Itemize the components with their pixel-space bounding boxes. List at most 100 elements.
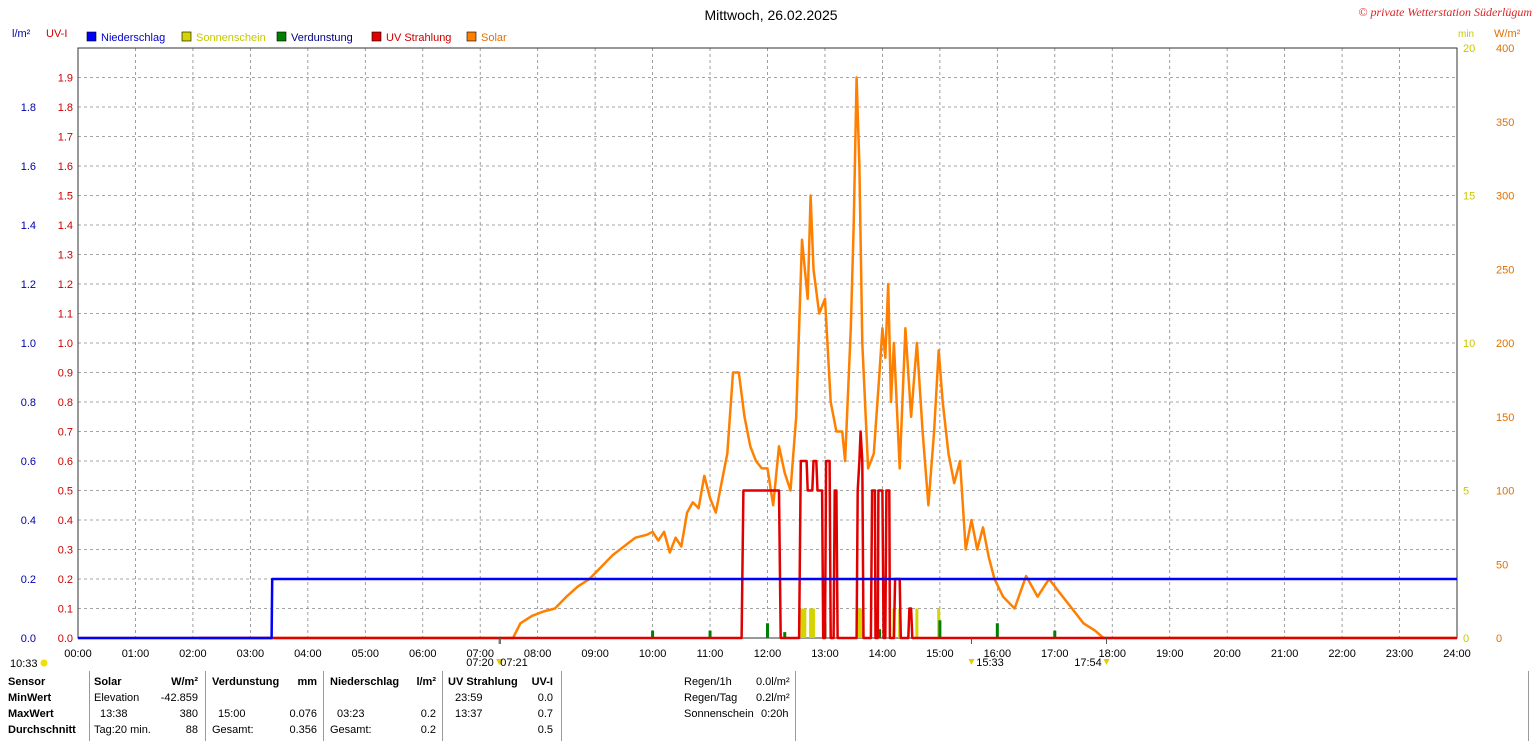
row-label-sensor: Sensor bbox=[8, 676, 46, 688]
bar-sonnenschein-3 bbox=[811, 608, 815, 638]
legend-swatch-0 bbox=[86, 31, 97, 42]
uv-tick-label: 0.7 bbox=[58, 427, 73, 439]
bar-verdunstung-3 bbox=[783, 632, 787, 638]
series-line-solar bbox=[78, 76, 1457, 640]
divider bbox=[323, 671, 324, 741]
x-tick-label: 22:00 bbox=[1328, 648, 1356, 660]
bar-verdunstung-5 bbox=[878, 629, 882, 638]
chart-title: Mittwoch, 26.02.2025 bbox=[704, 7, 837, 23]
uv-tick-label: 0.0 bbox=[58, 633, 73, 645]
solar-tick-label: 200 bbox=[1496, 338, 1514, 350]
solar-tick-label: 150 bbox=[1496, 412, 1514, 424]
uv-tick-label: 1.0 bbox=[58, 338, 73, 350]
total-label-rain-hour: Regen/1h bbox=[684, 676, 732, 688]
precip-tick-label: 0.0 bbox=[21, 633, 36, 645]
solar-unit: W/m² bbox=[171, 676, 198, 688]
summary-table: Sensor MinWert MaxWert Durchschnitt Sola… bbox=[0, 671, 1536, 741]
row-label-avg: Durchschnitt bbox=[8, 724, 76, 736]
solar-tick-label: 50 bbox=[1496, 559, 1508, 571]
evap-max-value: 0.076 bbox=[289, 708, 317, 720]
precip-total-label: Gesamt: bbox=[330, 724, 372, 736]
uv-tick-label: 1.6 bbox=[58, 161, 73, 173]
x-tick-label: 18:00 bbox=[1098, 648, 1126, 660]
precip-tick-label: 1.2 bbox=[21, 279, 36, 291]
bar-verdunstung-2 bbox=[766, 623, 769, 638]
x-tick-label: 14:00 bbox=[869, 648, 897, 660]
x-tick-label: 05:00 bbox=[352, 648, 380, 660]
annotation-marker-1 bbox=[497, 659, 504, 665]
precip-unit-label: l/m² bbox=[12, 28, 31, 40]
bar-sonnenschein-0 bbox=[800, 608, 804, 638]
x-tick-label: 13:00 bbox=[811, 648, 839, 660]
divider bbox=[205, 671, 206, 741]
solar-avg-label: Tag:20 min. bbox=[94, 724, 151, 736]
solar-min-label: Elevation bbox=[94, 692, 140, 704]
legend-swatch-3 bbox=[371, 31, 382, 42]
uv-tick-label: 0.9 bbox=[58, 368, 73, 380]
divider bbox=[795, 671, 796, 741]
sun-unit-label: min bbox=[1458, 29, 1474, 40]
legend-label-0: Niederschlag bbox=[101, 32, 165, 44]
uv-tick-label: 1.1 bbox=[58, 309, 73, 321]
total-value-rain-hour: 0.0l/m² bbox=[756, 676, 790, 688]
x-tick-label: 08:00 bbox=[524, 648, 552, 660]
evap-header: Verdunstung bbox=[212, 676, 280, 688]
bar-verdunstung-0 bbox=[651, 630, 655, 638]
x-tick-label: 16:00 bbox=[984, 648, 1012, 660]
uv-min-time: 23:59 bbox=[455, 692, 483, 704]
legend-swatch-2 bbox=[276, 31, 287, 42]
uv-min-value: 0.0 bbox=[537, 692, 553, 704]
divider bbox=[89, 671, 90, 741]
uv-tick-label: 0.5 bbox=[58, 486, 73, 498]
bar-layer bbox=[651, 608, 1057, 638]
bar-verdunstung-7 bbox=[995, 623, 999, 638]
annotation-label-3: 17:54 bbox=[1074, 657, 1102, 669]
copyright-text: © private Wetterstation Süderlügum bbox=[1358, 5, 1532, 19]
x-tick-label: 02:00 bbox=[179, 648, 207, 660]
divider bbox=[1528, 671, 1529, 741]
uv-tick-label: 1.5 bbox=[58, 191, 73, 203]
bar-sonnenschein-2 bbox=[809, 608, 813, 638]
precip-header: Niederschlag bbox=[330, 676, 400, 688]
x-tick-label: 21:00 bbox=[1271, 648, 1299, 660]
weather-chart: Mittwoch, 26.02.2025 © private Wettersta… bbox=[10, 5, 1532, 670]
x-tick-label: 23:00 bbox=[1386, 648, 1414, 660]
evap-unit: mm bbox=[297, 676, 317, 688]
precip-max-time: 03:23 bbox=[337, 708, 365, 720]
annotation-layer: 07:20 07:21 15:33 17:54 10:33 bbox=[10, 638, 1110, 670]
solar-tick-label: 300 bbox=[1496, 191, 1514, 203]
precip-tick-label: 1.0 bbox=[21, 338, 36, 350]
uv-tick-label: 1.4 bbox=[58, 220, 73, 232]
uv-tick-label: 0.2 bbox=[58, 574, 73, 586]
x-tick-label: 12:00 bbox=[754, 648, 782, 660]
uv-tick-label: 0.8 bbox=[58, 397, 73, 409]
uv-unit: UV-I bbox=[531, 676, 553, 688]
bar-sonnenschein-4 bbox=[857, 608, 861, 638]
uv-tick-label: 1.9 bbox=[58, 73, 73, 85]
uv-tick-label: 1.7 bbox=[58, 132, 73, 144]
bar-sonnenschein-9 bbox=[915, 608, 919, 638]
uv-max-value: 0.7 bbox=[537, 708, 553, 720]
uv-tick-label: 0.4 bbox=[58, 515, 73, 527]
grid bbox=[78, 48, 1457, 638]
solar-tick-label: 100 bbox=[1496, 486, 1514, 498]
x-tick-label: 00:00 bbox=[64, 648, 92, 660]
x-tick-label: 03:00 bbox=[237, 648, 265, 660]
annotation-marker-2 bbox=[968, 659, 975, 665]
legend-swatch-1 bbox=[181, 31, 192, 42]
x-tick-label: 15:00 bbox=[926, 648, 954, 660]
precip-tick-label: 0.6 bbox=[21, 456, 36, 468]
x-tick-label: 17:00 bbox=[1041, 648, 1069, 660]
uv-header: UV Strahlung bbox=[448, 676, 518, 688]
precip-max-value: 0.2 bbox=[420, 708, 436, 720]
legend-swatch-4 bbox=[466, 31, 477, 42]
uv-avg-value: 0.5 bbox=[537, 724, 553, 736]
bar-verdunstung-8 bbox=[1053, 630, 1057, 638]
total-value-rain-day: 0.2l/m² bbox=[756, 692, 790, 704]
evap-total-value: 0.356 bbox=[289, 724, 317, 736]
annotation-label-0: 07:20 bbox=[466, 657, 494, 669]
row-label-max: MaxWert bbox=[8, 708, 54, 720]
annotation-label-2: 15:33 bbox=[976, 657, 1004, 669]
sun-tick-label: 0 bbox=[1463, 633, 1469, 645]
uv-tick-label: 0.3 bbox=[58, 545, 73, 557]
